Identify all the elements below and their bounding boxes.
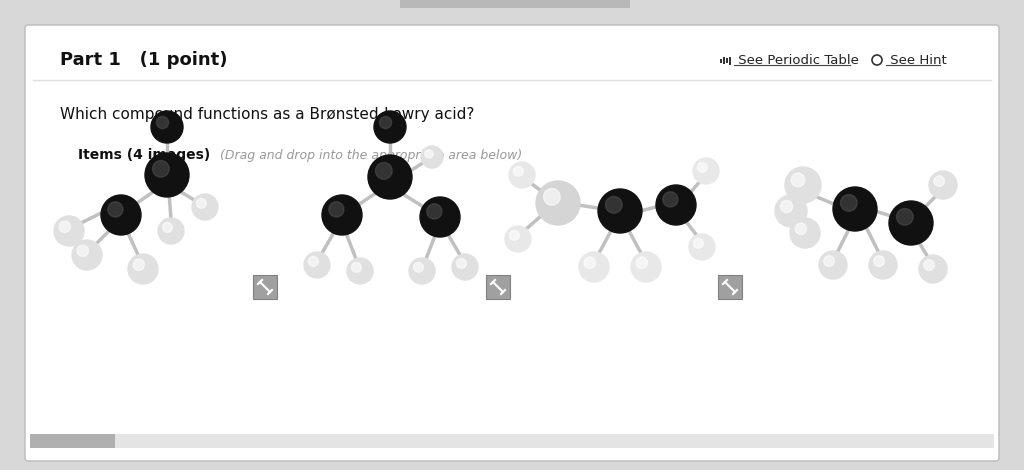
Circle shape	[873, 256, 885, 266]
Circle shape	[128, 254, 158, 284]
Circle shape	[792, 173, 805, 187]
Circle shape	[157, 117, 169, 129]
Circle shape	[54, 216, 84, 246]
Circle shape	[425, 150, 433, 158]
Circle shape	[509, 162, 535, 188]
Circle shape	[584, 257, 596, 268]
Circle shape	[663, 192, 678, 207]
Circle shape	[833, 187, 877, 231]
Circle shape	[656, 185, 696, 225]
Bar	[729, 57, 731, 65]
Text: See Periodic Table: See Periodic Table	[734, 54, 859, 66]
Circle shape	[77, 245, 88, 257]
Circle shape	[308, 257, 318, 266]
Circle shape	[376, 163, 392, 179]
Text: See Hint: See Hint	[886, 54, 947, 66]
Circle shape	[636, 257, 647, 268]
Circle shape	[785, 167, 821, 203]
Circle shape	[544, 188, 560, 205]
Circle shape	[819, 251, 847, 279]
Circle shape	[145, 153, 189, 197]
Circle shape	[896, 209, 913, 225]
Circle shape	[414, 262, 423, 272]
Circle shape	[409, 258, 435, 284]
Circle shape	[598, 189, 642, 233]
Bar	[726, 58, 728, 63]
Circle shape	[452, 254, 478, 280]
Circle shape	[133, 259, 144, 271]
Circle shape	[304, 252, 330, 278]
Circle shape	[693, 158, 719, 184]
Circle shape	[631, 252, 662, 282]
Circle shape	[158, 218, 184, 244]
Bar	[718, 275, 742, 299]
Circle shape	[841, 195, 857, 211]
Circle shape	[689, 234, 715, 260]
Circle shape	[421, 146, 443, 168]
Circle shape	[795, 223, 807, 235]
Circle shape	[697, 163, 708, 172]
Circle shape	[347, 258, 373, 284]
Circle shape	[780, 200, 793, 212]
Circle shape	[579, 252, 609, 282]
Circle shape	[374, 111, 406, 143]
Circle shape	[427, 204, 442, 219]
Text: Part 1   (1 point): Part 1 (1 point)	[60, 51, 227, 69]
Circle shape	[153, 160, 169, 177]
Circle shape	[101, 195, 141, 235]
Circle shape	[929, 171, 957, 199]
Circle shape	[329, 202, 344, 217]
Bar	[30, 434, 994, 448]
Circle shape	[351, 262, 361, 272]
Circle shape	[513, 166, 523, 176]
Circle shape	[934, 176, 944, 187]
Circle shape	[72, 240, 102, 270]
Circle shape	[924, 260, 935, 270]
Text: Items (4 images): Items (4 images)	[78, 148, 210, 162]
Circle shape	[322, 195, 362, 235]
Circle shape	[163, 222, 172, 232]
Circle shape	[59, 221, 71, 233]
Text: Which compound functions as a Brønsted-Lowry acid?: Which compound functions as a Brønsted-L…	[60, 108, 474, 123]
Circle shape	[505, 226, 531, 252]
Circle shape	[869, 251, 897, 279]
Circle shape	[605, 196, 623, 213]
Circle shape	[193, 194, 218, 220]
Circle shape	[457, 258, 466, 268]
Circle shape	[380, 117, 391, 129]
Bar	[30, 434, 115, 448]
Bar	[720, 59, 722, 63]
Circle shape	[919, 255, 947, 283]
FancyBboxPatch shape	[25, 25, 999, 461]
Circle shape	[790, 218, 820, 248]
Circle shape	[823, 256, 835, 266]
Circle shape	[536, 181, 580, 225]
Bar	[486, 275, 510, 299]
Circle shape	[108, 202, 123, 217]
Circle shape	[509, 230, 519, 240]
Circle shape	[693, 238, 703, 248]
Bar	[253, 275, 278, 299]
Circle shape	[368, 155, 412, 199]
Text: (Drag and drop into the appropriate area below): (Drag and drop into the appropriate area…	[216, 149, 522, 162]
Circle shape	[420, 197, 460, 237]
Circle shape	[197, 198, 206, 208]
Bar	[400, 0, 630, 8]
Circle shape	[151, 111, 183, 143]
Circle shape	[889, 201, 933, 245]
Bar	[723, 57, 725, 64]
Circle shape	[775, 195, 807, 227]
